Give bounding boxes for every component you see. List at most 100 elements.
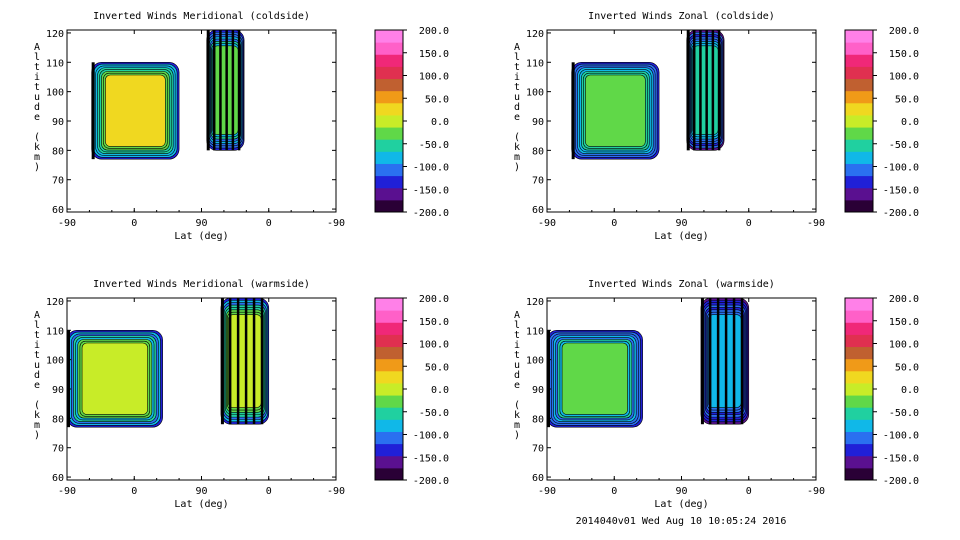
- x-tick-label: -90: [807, 218, 825, 229]
- y-tick-label: 120: [526, 297, 544, 308]
- colorbar-swatch: [845, 163, 873, 177]
- x-tick-label: -90: [538, 486, 556, 497]
- region-edge: [700, 298, 704, 425]
- colorbar-swatch: [845, 114, 873, 128]
- colorbar-swatch: [375, 382, 403, 396]
- colorbar-swatch: [375, 30, 403, 43]
- colorbar-label: 150.0: [419, 317, 449, 328]
- contour-region: [206, 30, 245, 151]
- y-tick-label: 110: [46, 58, 64, 69]
- colorbar-label: 0.0: [901, 117, 919, 128]
- contour-region: [571, 61, 660, 160]
- contour-region: [686, 30, 725, 151]
- colorbar-label: 200.0: [419, 26, 449, 37]
- plot-area: [547, 298, 750, 428]
- y-tick-label: 70: [52, 444, 64, 455]
- y-tick-label: 80: [52, 146, 64, 157]
- colorbar-label: 0.0: [901, 385, 919, 396]
- region-edge: [91, 62, 95, 160]
- colorbar: 200.0 150.0 100.0 50.0 0.0 -50.0 -100.0 -150.0 -…: [844, 26, 919, 219]
- y-tick-label: 90: [52, 117, 64, 128]
- colorbar-label: -50.0: [419, 408, 449, 419]
- colorbar-swatch: [375, 419, 403, 432]
- chart-title: Inverted Winds Zonal (warmside): [588, 279, 775, 290]
- contour-stripe: [711, 30, 715, 151]
- contour-band: [105, 74, 166, 147]
- y-tick-label: 110: [526, 326, 544, 337]
- x-tick-label: 0: [131, 486, 137, 497]
- colorbar-swatch: [845, 42, 873, 55]
- colorbar-swatch: [845, 443, 873, 457]
- chart-title: Inverted Winds Meridional (coldside): [93, 11, 310, 22]
- chart-title: Inverted Winds Zonal (coldside): [588, 11, 775, 22]
- y-tick-label: 90: [532, 117, 544, 128]
- colorbar-label: 100.0: [419, 72, 449, 83]
- contour-region: [547, 329, 643, 428]
- colorbar-label: -100.0: [883, 163, 919, 174]
- colorbar-label: 200.0: [889, 26, 919, 37]
- colorbar-label: -150.0: [413, 185, 449, 196]
- colorbar: 200.0 150.0 100.0 50.0 0.0 -50.0 -100.0 -150.0 -…: [844, 294, 919, 487]
- colorbar-swatch: [375, 467, 403, 481]
- contour-stripe: [237, 30, 241, 151]
- x-tick-label: 90: [675, 218, 687, 229]
- contour-band: [585, 74, 646, 147]
- colorbar-swatch: [845, 455, 873, 469]
- colorbar-swatch: [375, 443, 403, 457]
- colorbar-swatch: [845, 66, 873, 80]
- y-tick-label: 120: [46, 29, 64, 40]
- colorbar-label: 0.0: [431, 117, 449, 128]
- y-tick-label: 100: [526, 356, 544, 367]
- colorbar-label: 150.0: [419, 49, 449, 60]
- y-tick-label: 110: [46, 326, 64, 337]
- colorbar-label: 50.0: [895, 362, 919, 373]
- colorbar-swatch: [845, 90, 873, 104]
- contour-region: [700, 298, 750, 425]
- contour-band: [212, 45, 239, 135]
- y-tick-label: 100: [46, 88, 64, 99]
- colorbar-swatch: [845, 322, 873, 335]
- y-tick-label: 90: [52, 385, 64, 396]
- colorbar-swatch: [375, 298, 403, 311]
- colorbar-swatch: [845, 175, 873, 189]
- colorbar-swatch: [845, 139, 873, 152]
- footer-timestamp: 2014040v01 Wed Aug 10 10:05:24 2016: [576, 516, 787, 527]
- colorbar-label: -100.0: [413, 431, 449, 442]
- contour-stripe: [705, 30, 708, 151]
- contour-region: [91, 61, 180, 160]
- plot-area: [571, 30, 725, 160]
- plot-area: [67, 298, 270, 428]
- x-tick-label: -90: [327, 486, 345, 497]
- colorbar-label: 100.0: [419, 340, 449, 351]
- colorbar-swatch: [845, 419, 873, 432]
- colorbar-swatch: [375, 358, 403, 372]
- contour-stripe: [212, 30, 216, 151]
- colorbar-swatch: [845, 382, 873, 396]
- y-tick-label: 60: [52, 473, 64, 484]
- x-tick-label: 0: [266, 486, 272, 497]
- colorbar-swatch: [845, 431, 873, 445]
- contour-band: [561, 342, 628, 415]
- x-tick-label: 0: [131, 218, 137, 229]
- colorbar-label: 150.0: [889, 317, 919, 328]
- colorbar-swatch: [845, 30, 873, 43]
- contour-stripe: [244, 298, 248, 425]
- colorbar-swatch: [375, 346, 403, 360]
- x-tick-label: -90: [327, 218, 345, 229]
- colorbar-swatch: [845, 78, 873, 92]
- y-tick-label: 80: [52, 414, 64, 425]
- contour-stripe: [252, 298, 256, 425]
- contour-stripe: [732, 298, 736, 425]
- y-tick-label: 100: [46, 356, 64, 367]
- colorbar-swatch: [375, 114, 403, 128]
- colorbar-swatch: [375, 78, 403, 92]
- contour-stripe: [692, 30, 696, 151]
- contour-region: [67, 329, 163, 428]
- colorbar-label: -200.0: [883, 476, 919, 487]
- colorbar-swatch: [375, 431, 403, 445]
- colorbar-label: -200.0: [413, 476, 449, 487]
